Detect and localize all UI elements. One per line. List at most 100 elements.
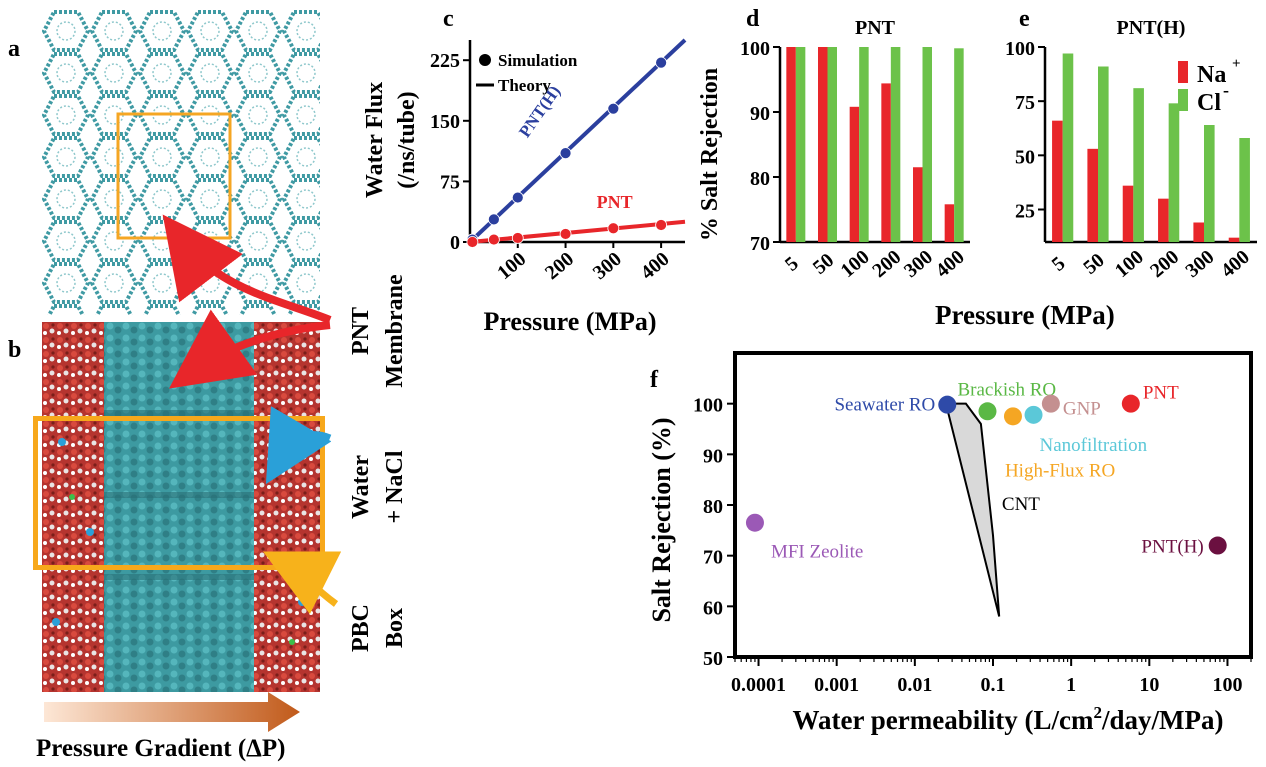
pressure-gradient-label: Pressure Gradient (ΔP) [36, 735, 286, 762]
f-point-label: GNP [1063, 399, 1101, 420]
f-point-label: Brackish RO [957, 379, 1056, 400]
c-y-tick-label: 0 [450, 232, 460, 254]
e-legend-cl-sup: - [1223, 80, 1229, 100]
f-x-tick-label: 10 [1139, 674, 1159, 696]
d-x-tick-label: 200 [868, 246, 905, 282]
c-x-tick-label: 300 [589, 248, 626, 284]
e-legend-na: Na [1197, 62, 1226, 88]
pbc-box [33, 416, 325, 570]
e-x-tick-label: 300 [1181, 246, 1218, 282]
f-point-label: MFI Zeolite [771, 542, 863, 563]
c-series-label-pnt: PNT [597, 192, 633, 212]
f-point-label: PNT [1143, 383, 1179, 404]
f-x-tick-label: 0.1 [981, 674, 1006, 696]
f-point-label: PNT(H) [1141, 537, 1203, 558]
d-y-tick-label: 80 [750, 168, 770, 190]
d-bar [859, 47, 869, 242]
c-y-axis-label-line2: (/ns/tube) [394, 91, 420, 188]
d-bar [795, 47, 806, 242]
c-data-point [655, 56, 668, 69]
panel-letter-f: f [650, 367, 658, 393]
panel-letter-d: d [746, 6, 760, 32]
pnt-membrane-top-view [42, 10, 320, 315]
d-bar [944, 204, 955, 242]
e-x-tick-label: 400 [1217, 246, 1254, 282]
c-data-point [559, 228, 572, 240]
d-bar [922, 47, 932, 242]
f-x-tick-label: 0.0001 [731, 674, 786, 696]
e-y-tick-label: 75 [1015, 92, 1035, 114]
d-bar [881, 83, 891, 243]
d-y-tick-label: 100 [740, 38, 770, 60]
c-data-point [511, 232, 524, 244]
nacl-label-line2: + NaCl [382, 450, 408, 524]
e-bar [1122, 185, 1134, 242]
f-y-tick-label: 100 [693, 395, 723, 417]
d-bar [818, 47, 828, 242]
f-y-axis-label: Salt Rejection (%) [647, 417, 676, 622]
e-x-tick-label: 200 [1146, 246, 1183, 282]
e-y-tick-label: 100 [1005, 38, 1035, 60]
pbc-label-line1: PBC [348, 604, 374, 652]
e-legend-na-sup: + [1232, 56, 1241, 72]
d-bar [913, 167, 923, 242]
e-bar [1098, 66, 1109, 242]
e-title: PNT(H) [1117, 17, 1186, 39]
c-y-tick-label: 75 [440, 171, 460, 193]
f-data-point [745, 513, 764, 532]
f-y-tick-label: 80 [703, 496, 723, 518]
c-data-point [466, 236, 479, 248]
e-bar [1193, 222, 1204, 242]
e-bar [1228, 237, 1240, 242]
d-x-tick-label: 50 [809, 249, 838, 279]
c-x-axis-label: Pressure (MPa) [483, 307, 656, 336]
annotation-arrows [44, 214, 342, 732]
e-bar [1239, 138, 1250, 242]
d-x-tick-label: 300 [900, 246, 937, 282]
d-bar [827, 47, 837, 242]
shared-pressure-xlabel: Pressure (MPa) [935, 300, 1115, 330]
c-data-point [559, 147, 572, 160]
f-y-tick-label: 60 [703, 597, 723, 619]
d-bar [890, 47, 901, 242]
f-point-label: Nanofiltration [1040, 435, 1148, 456]
c-x-tick-label: 100 [493, 248, 530, 284]
c-data-point [487, 213, 500, 226]
chart-f-rejection-vs-permeability: 50 60 70 80 90 100 0.0001 0.001 0.01 0.1 1 10 100 CNT… [647, 351, 1253, 735]
f-y-tick-label: 70 [703, 547, 723, 569]
e-bar [1158, 198, 1169, 242]
e-bar [1168, 103, 1180, 242]
c-y-tick-label: 150 [430, 111, 460, 133]
c-data-point [487, 233, 500, 246]
pressure-gradient-arrow [44, 692, 300, 732]
d-y-tick-label: 70 [750, 233, 770, 255]
e-bar [1062, 53, 1074, 242]
water-nacl-label: Water + NaCl [344, 437, 412, 537]
panel-letter-e: e [1019, 6, 1030, 32]
c-fit-line [469, 219, 686, 244]
f-x-tick-label: 0.001 [814, 674, 859, 696]
c-data-point [607, 102, 620, 115]
f-data-point [1041, 394, 1060, 413]
c-data-point [655, 219, 668, 231]
c-legend-marker-simulation [479, 54, 491, 66]
c-x-tick-label: 400 [637, 248, 674, 284]
f-data-point [1208, 536, 1227, 555]
c-legend-theory: Theory [498, 76, 551, 95]
e-bar [1204, 125, 1215, 242]
d-x-tick-label: 400 [932, 246, 969, 282]
e-legend-marker-na [1178, 61, 1188, 83]
c-y-tick-label: 225 [430, 50, 460, 72]
box-label-line2: Box [382, 608, 408, 649]
e-legend-marker-cl [1178, 89, 1188, 111]
c-data-point [511, 191, 524, 204]
c-fit-line [468, 38, 687, 244]
f-cnt-label: CNT [1002, 494, 1040, 515]
e-bar [1087, 148, 1098, 242]
d-x-tick-label: 100 [837, 246, 874, 282]
d-bar [849, 106, 860, 242]
f-data-point [1003, 407, 1022, 426]
